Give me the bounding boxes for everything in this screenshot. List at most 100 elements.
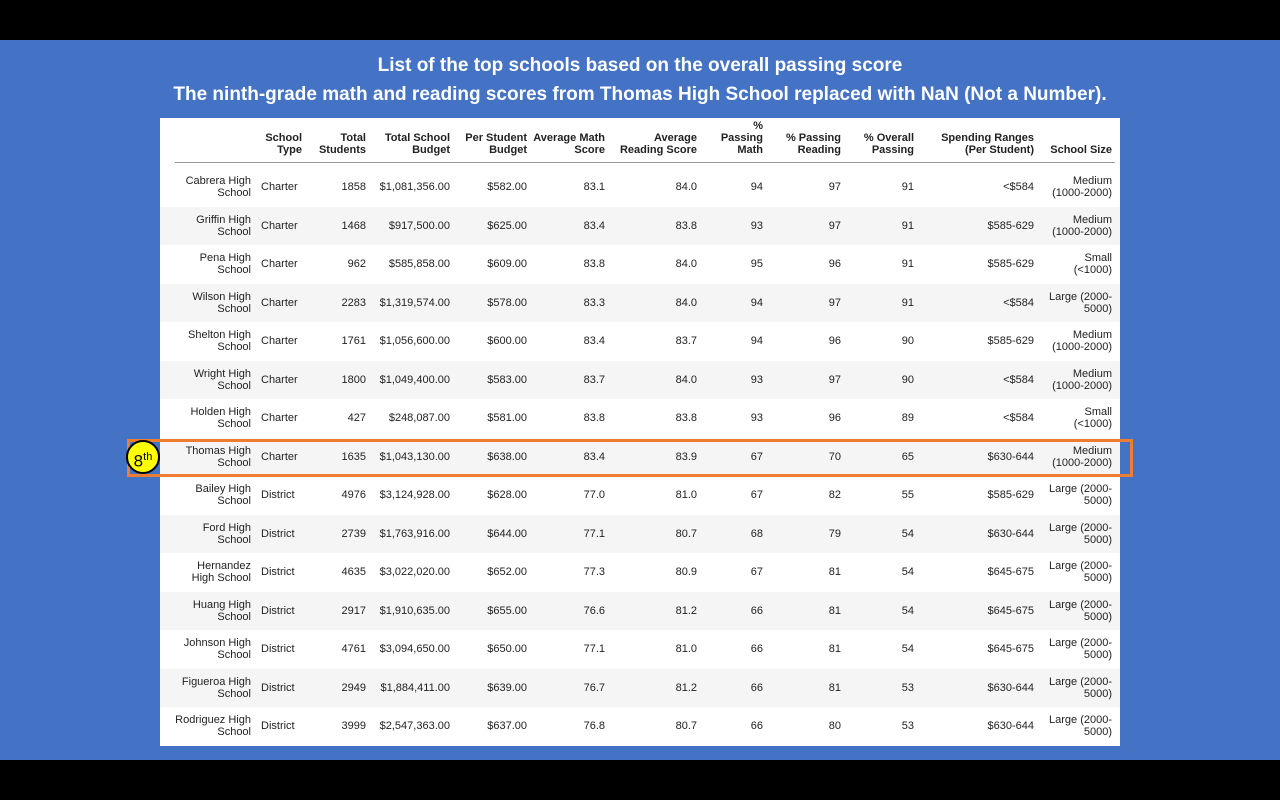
column-header: Total School Budget (384, 132, 450, 156)
school-name: Figueroa High School (181, 675, 251, 700)
column-header: School Type (265, 132, 302, 156)
cell: 53 (901, 720, 914, 733)
cell: 54 (901, 604, 914, 617)
cell: Charter (261, 181, 298, 194)
cell: Charter (261, 450, 298, 463)
cell: 53 (901, 681, 914, 694)
badge-number: 8 (133, 451, 144, 471)
cell: District (261, 681, 295, 694)
cell: 83.9 (675, 450, 697, 463)
cell: $585-629 (987, 335, 1035, 348)
cell: 81 (828, 604, 841, 617)
cell: 2283 (341, 296, 366, 309)
cell: 55 (901, 489, 914, 502)
cell: 96 (828, 412, 841, 425)
row-stripe (160, 283, 1120, 322)
school-name: Rodriguez High School (175, 714, 251, 739)
cell: 70 (828, 450, 841, 463)
cell: 66 (750, 720, 763, 733)
cell: Medium (1000-2000) (1052, 444, 1112, 469)
cell: 1761 (341, 335, 366, 348)
cell: 90 (901, 335, 914, 348)
cell: Small (<1000) (1073, 406, 1112, 431)
cell: 81.2 (675, 681, 697, 694)
cell: 83.8 (583, 412, 605, 425)
cell: $644.00 (487, 527, 527, 540)
cell: 94 (750, 335, 763, 348)
title-line: List of the top schools based on the ove… (377, 55, 903, 76)
cell: 83.1 (583, 181, 605, 194)
cell: 65 (901, 450, 914, 463)
cell: $655.00 (487, 604, 527, 617)
cell: 91 (901, 219, 914, 232)
cell: $650.00 (487, 643, 527, 656)
cell: $630-644 (987, 681, 1035, 694)
school-name: Hernandez High School (191, 560, 251, 585)
cell: $637.00 (487, 720, 527, 733)
school-name: Ford High School (202, 521, 251, 546)
cell: $628.00 (487, 489, 527, 502)
cell: 79 (828, 527, 841, 540)
school-name: Huang High School (192, 598, 251, 623)
school-name: Griffin High School (196, 213, 251, 238)
column-header: % Overall Passing (863, 132, 914, 156)
cell: 67 (750, 566, 763, 579)
cell: 1858 (341, 181, 366, 194)
cell: $585-629 (987, 489, 1035, 502)
cell: 83.4 (583, 450, 605, 463)
cell: $630-644 (987, 720, 1035, 733)
school-name: Thomas High School (185, 444, 251, 469)
cell: Medium (1000-2000) (1052, 175, 1112, 200)
cell: $630-644 (987, 527, 1035, 540)
cell: 84.0 (675, 296, 697, 309)
cell: 84.0 (675, 258, 697, 271)
cell: Small (<1000) (1073, 252, 1112, 277)
cell: Large (2000-5000) (1049, 560, 1112, 585)
cell: 91 (901, 296, 914, 309)
row-stripe (160, 360, 1120, 399)
cell: 77.0 (583, 489, 605, 502)
cell: 97 (828, 219, 841, 232)
cell: $3,022,020.00 (379, 566, 450, 579)
cell: $1,081,356.00 (379, 181, 450, 194)
cell: 89 (901, 412, 914, 425)
cell: $600.00 (487, 335, 527, 348)
cell: $625.00 (487, 219, 527, 232)
cell: 83.8 (675, 219, 697, 232)
cell: <$584 (1003, 296, 1034, 309)
cell: $1,049,400.00 (379, 373, 450, 386)
cell: District (261, 643, 295, 656)
cell: 427 (347, 412, 366, 425)
cell: 81 (828, 681, 841, 694)
cell: 962 (347, 258, 366, 271)
cell: Charter (261, 373, 298, 386)
cell: 2949 (341, 681, 366, 694)
cell: $3,124,928.00 (379, 489, 450, 502)
cell: Medium (1000-2000) (1052, 329, 1112, 354)
cell: $1,910,635.00 (379, 604, 450, 617)
cell: 80.9 (675, 566, 697, 579)
column-header: Total Students (318, 132, 366, 156)
cell: Large (2000-5000) (1049, 714, 1112, 739)
cell: 76.6 (583, 604, 605, 617)
cell: 90 (901, 373, 914, 386)
cell: 80.7 (675, 720, 697, 733)
column-header: School Size (1050, 144, 1112, 156)
cell: 2917 (341, 604, 366, 617)
cell: $638.00 (487, 450, 527, 463)
cell: 83.7 (675, 335, 697, 348)
cell: 66 (750, 643, 763, 656)
cell: 97 (828, 373, 841, 386)
school-name: Holden High School (190, 406, 251, 431)
cell: 83.8 (675, 412, 697, 425)
school-name: Wright High School (193, 367, 251, 392)
title-line: The ninth-grade math and reading scores … (173, 84, 1107, 105)
cell: $578.00 (487, 296, 527, 309)
cell: 83.8 (583, 258, 605, 271)
cell: 76.7 (583, 681, 605, 694)
cell: $1,319,574.00 (379, 296, 450, 309)
cell: $585,858.00 (388, 258, 450, 271)
cell: 96 (828, 258, 841, 271)
cell: 76.8 (583, 720, 605, 733)
